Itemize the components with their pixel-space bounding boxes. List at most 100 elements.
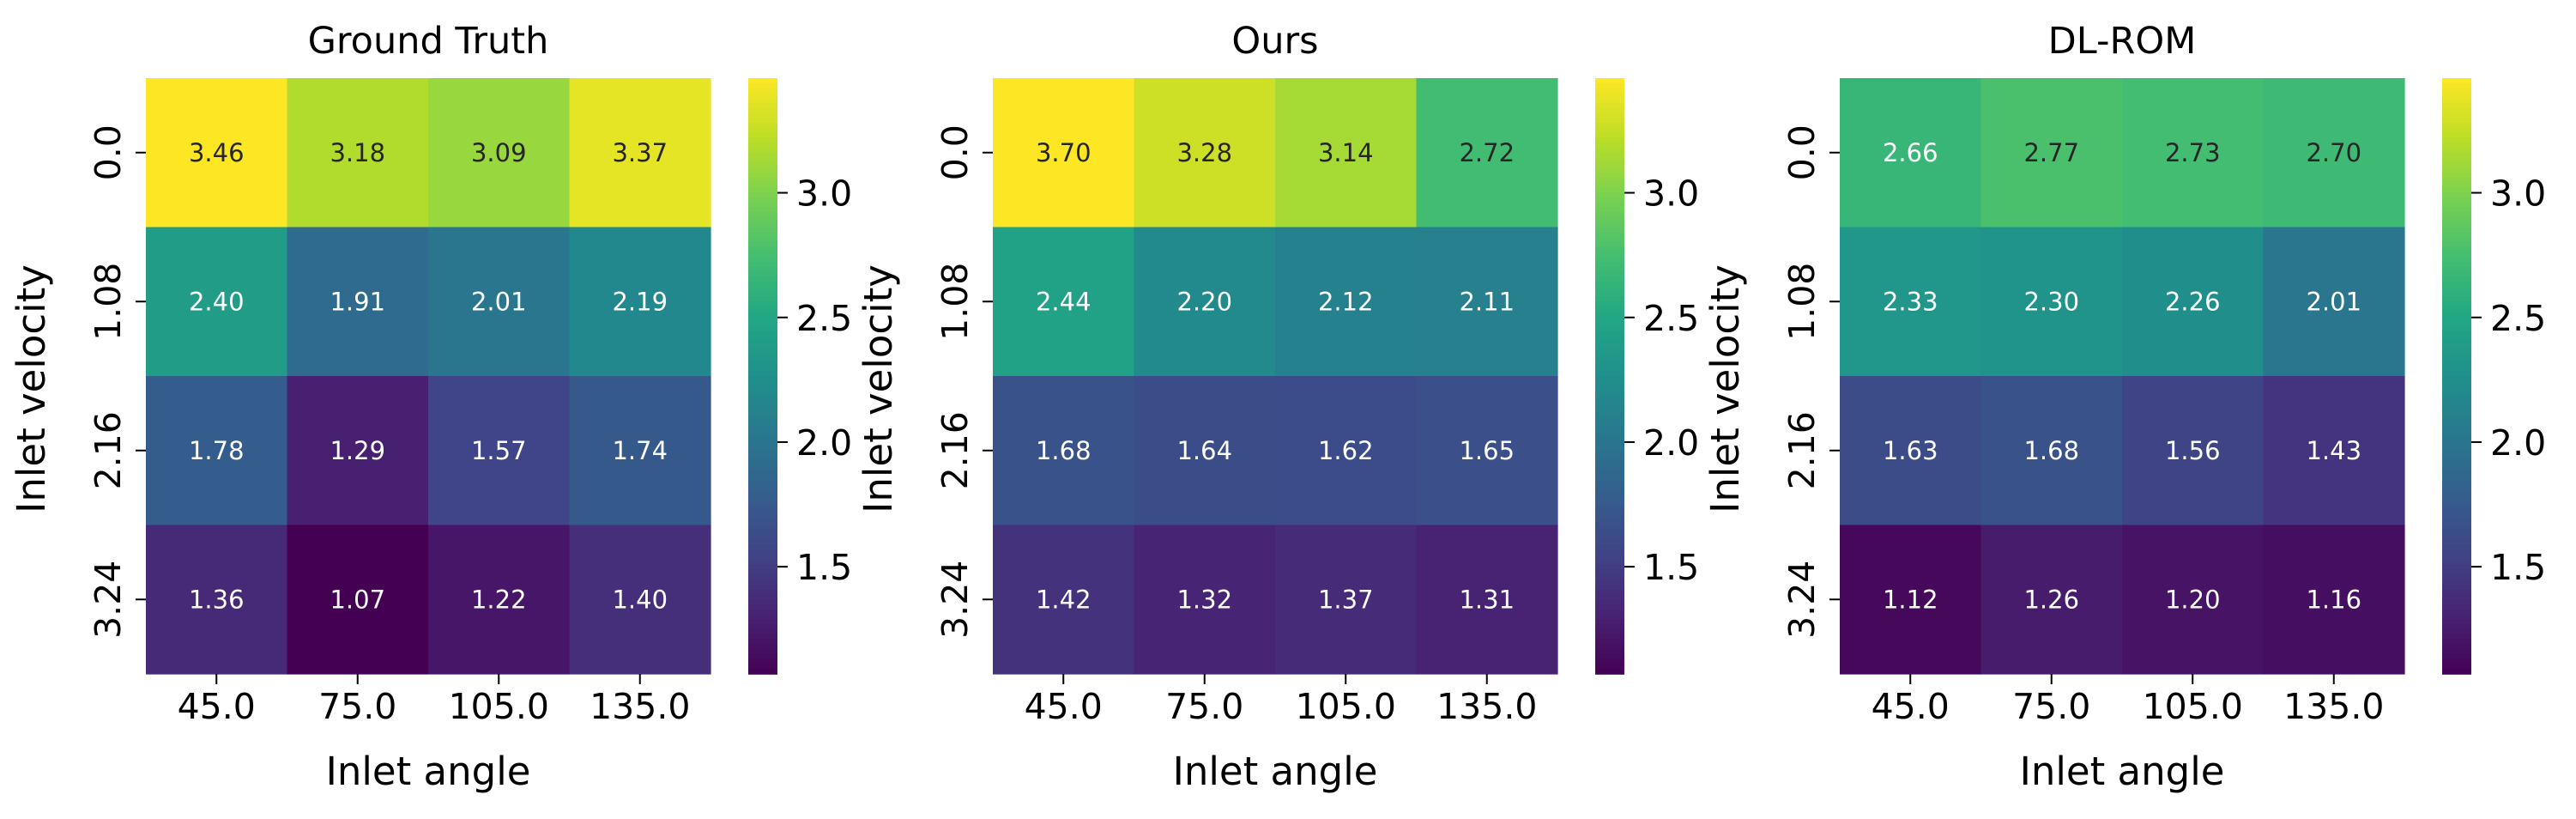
colorbar-segment	[1595, 564, 1624, 571]
colorbar-segment	[748, 658, 777, 665]
colorbar-segment	[748, 172, 777, 179]
colorbar-segment	[1595, 192, 1624, 198]
panel-title: Ground Truth	[308, 20, 549, 63]
colorbar-segment	[2442, 416, 2471, 422]
colorbar-segment	[1595, 510, 1624, 516]
colorbar-segment	[2442, 351, 2471, 357]
colorbar-segment	[1595, 282, 1624, 288]
colorbar-segment	[1595, 257, 1624, 263]
colorbar-segment	[1595, 252, 1624, 258]
x-tick-label: 105.0	[1296, 686, 1396, 727]
colorbar-segment	[2442, 380, 2471, 387]
colorbar-segment	[1595, 371, 1624, 377]
heatmap-cell	[1134, 376, 1276, 526]
colorbar-tick-label: 3.0	[1643, 173, 1699, 215]
y-tick-label: 0.0	[1781, 124, 1823, 180]
colorbar-segment	[748, 530, 777, 536]
colorbar-segment	[2442, 421, 2471, 427]
colorbar-segment	[2442, 460, 2471, 466]
colorbar-segment	[1595, 391, 1624, 397]
colorbar-segment	[1595, 421, 1624, 427]
colorbar-segment	[2442, 316, 2471, 323]
colorbar-segment	[1595, 594, 1624, 601]
colorbar-segment	[2442, 400, 2471, 407]
colorbar-segment	[2442, 197, 2471, 203]
colorbar-segment	[2442, 555, 2471, 561]
y-tick-label: 2.16	[934, 411, 976, 489]
cell-value-label: 1.29	[330, 436, 385, 465]
colorbar-tick-label: 2.5	[2490, 298, 2546, 339]
colorbar-segment	[748, 276, 777, 282]
colorbar-segment	[748, 555, 777, 561]
colorbar-segment	[2442, 306, 2471, 312]
heatmap-cell	[2263, 525, 2405, 675]
colorbar-segment	[2442, 172, 2471, 179]
colorbar-segment	[2442, 361, 2471, 367]
colorbar-segment	[2442, 430, 2471, 437]
heatmap-cell	[146, 376, 288, 526]
colorbar-segment	[2442, 425, 2471, 432]
heatmap-cell	[428, 227, 571, 377]
colorbar-segment	[748, 416, 777, 422]
colorbar-segment	[1595, 152, 1624, 159]
colorbar-segment	[748, 132, 777, 139]
cell-value-label: 3.70	[1036, 138, 1091, 167]
cell-value-label: 2.01	[471, 287, 527, 316]
colorbar-tick-label: 1.5	[796, 547, 852, 588]
colorbar-segment	[1595, 385, 1624, 392]
colorbar-segment	[1595, 376, 1624, 382]
cell-value-label: 1.91	[330, 287, 385, 316]
heatmap-cell	[1275, 376, 1418, 526]
heatmap-cell	[2122, 525, 2265, 675]
colorbar-segment	[1595, 535, 1624, 541]
colorbar-segment	[748, 535, 777, 541]
colorbar-segment	[1595, 321, 1624, 327]
colorbar-segment	[1595, 559, 1624, 566]
cell-value-label: 1.56	[2165, 436, 2221, 465]
colorbar-segment	[1595, 599, 1624, 605]
colorbar-segment	[748, 261, 777, 268]
colorbar-segment	[748, 669, 777, 675]
colorbar-segment	[2442, 539, 2471, 546]
colorbar-segment	[2442, 485, 2471, 491]
colorbar-segment	[748, 644, 777, 650]
heatmap-cell	[1134, 525, 1276, 675]
cell-value-label: 1.68	[1036, 436, 1091, 465]
heatmap-cell	[993, 525, 1135, 675]
colorbar-segment	[748, 212, 777, 218]
heatmap-cell	[1840, 227, 1982, 377]
x-tick-label: 45.0	[1872, 686, 1950, 727]
colorbar-segment	[1595, 644, 1624, 650]
cell-value-label: 1.20	[2165, 585, 2221, 614]
heatmap-panel-1: 3.46 3.18 3.09 3.37 2.40 1.91 2.01 2.19 1.78 1.29…	[9, 20, 852, 794]
colorbar-segment	[1595, 102, 1624, 109]
heatmap-cell	[287, 227, 429, 377]
colorbar-segment	[1595, 197, 1624, 203]
colorbar-segment	[1595, 296, 1624, 303]
x-tick-label: 45.0	[1025, 686, 1103, 727]
y-tick-label: 1.08	[88, 263, 129, 341]
colorbar-segment	[2442, 366, 2471, 373]
heatmap-cell	[428, 376, 571, 526]
colorbar-segment	[2442, 569, 2471, 576]
heatmap-cell	[428, 78, 571, 228]
colorbar-segment	[748, 609, 777, 616]
colorbar-segment	[748, 78, 777, 84]
colorbar-segment	[1595, 430, 1624, 437]
colorbar-segment	[1595, 271, 1624, 278]
heatmap-cell	[569, 78, 711, 228]
colorbar-segment	[748, 107, 777, 114]
colorbar-segment	[2442, 465, 2471, 471]
colorbar-segment	[1595, 341, 1624, 348]
cell-value-label: 1.40	[612, 585, 668, 614]
colorbar-segment	[1595, 485, 1624, 491]
colorbar-segment	[1595, 112, 1624, 119]
x-axis-label: Inlet angle	[2020, 749, 2225, 794]
colorbar-segment	[1595, 316, 1624, 323]
heatmap-cell	[287, 376, 429, 526]
colorbar-segment	[748, 301, 777, 307]
colorbar-segment	[748, 246, 777, 253]
colorbar-segment	[2442, 227, 2471, 234]
heatmap-cell	[2122, 376, 2265, 526]
heatmap-cell	[993, 376, 1135, 526]
